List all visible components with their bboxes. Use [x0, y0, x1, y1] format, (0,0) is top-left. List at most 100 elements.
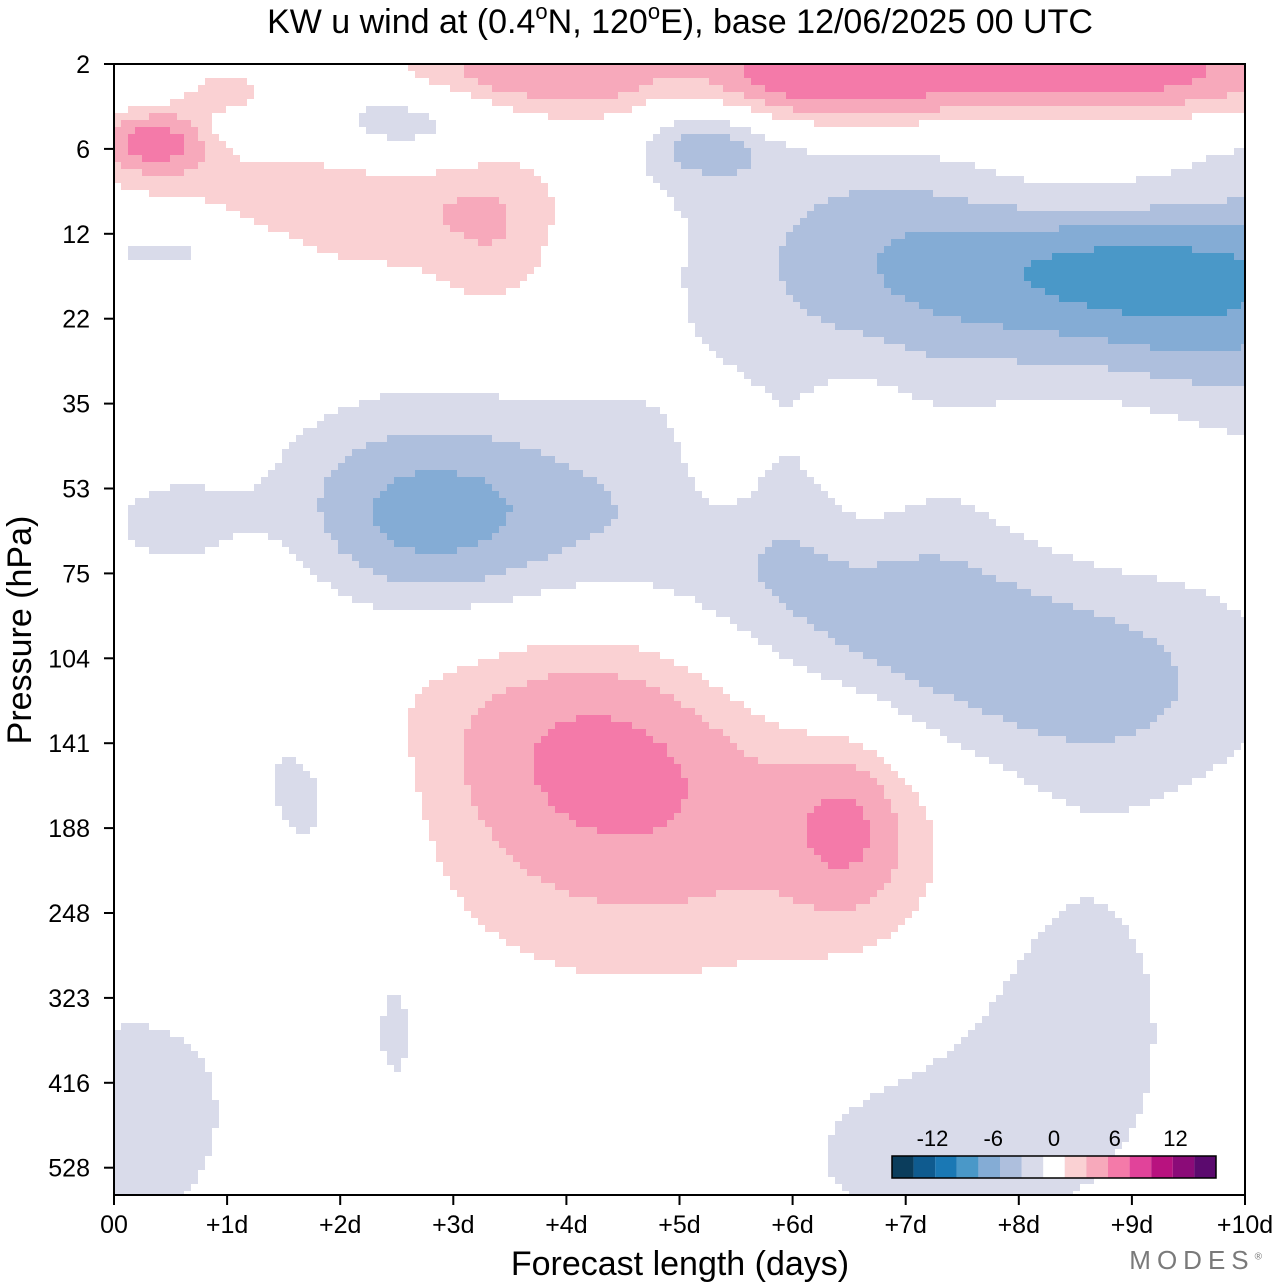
- contour-cell: [1045, 358, 1052, 365]
- contour-cell: [737, 169, 744, 176]
- contour-cell: [1017, 260, 1024, 267]
- contour-cell: [387, 400, 394, 407]
- contour-cell: [975, 64, 982, 71]
- contour-cell: [716, 127, 723, 134]
- contour-cell: [870, 288, 877, 295]
- contour-cell: [1080, 267, 1087, 274]
- contour-cell: [1185, 358, 1192, 365]
- contour-cell: [170, 176, 177, 183]
- contour-cell: [835, 239, 842, 246]
- contour-cell: [1080, 218, 1087, 225]
- contour-cell: [1136, 288, 1143, 295]
- contour-cell: [1003, 246, 1010, 253]
- contour-cell: [716, 71, 723, 78]
- contour-cell: [1234, 148, 1241, 155]
- contour-cell: [1003, 309, 1010, 316]
- contour-cell: [499, 190, 506, 197]
- contour-cell: [310, 190, 317, 197]
- contour-cell: [786, 267, 793, 274]
- contour-cell: [1024, 106, 1031, 113]
- contour-fill: [114, 64, 1245, 1195]
- contour-cell: [583, 414, 590, 421]
- contour-cell: [1073, 190, 1080, 197]
- contour-cell: [730, 162, 737, 169]
- contour-cell: [534, 218, 541, 225]
- contour-cell: [1199, 386, 1206, 393]
- contour-cell: [471, 204, 478, 211]
- contour-cell: [401, 232, 408, 239]
- contour-cell: [163, 134, 170, 141]
- contour-cell: [884, 316, 891, 323]
- contour-cell: [1241, 365, 1245, 372]
- contour-cell: [1073, 365, 1080, 372]
- contour-cell: [968, 190, 975, 197]
- contour-cell: [1024, 246, 1031, 253]
- contour-cell: [821, 71, 828, 78]
- contour-cell: [184, 141, 191, 148]
- contour-cell: [1108, 372, 1115, 379]
- contour-cell: [1213, 64, 1220, 71]
- contour-cell: [660, 449, 667, 456]
- contour-cell: [1129, 288, 1136, 295]
- contour-cell: [982, 85, 989, 92]
- contour-cell: [954, 99, 961, 106]
- contour-cell: [499, 85, 506, 92]
- contour-cell: [303, 204, 310, 211]
- contour-cell: [1115, 246, 1122, 253]
- contour-cell: [646, 162, 653, 169]
- contour-cell: [282, 190, 289, 197]
- contour-cell: [842, 78, 849, 85]
- contour-cell: [765, 288, 772, 295]
- contour-cell: [177, 148, 184, 155]
- contour-cell: [891, 162, 898, 169]
- contour-cell: [128, 176, 135, 183]
- contour-cell: [422, 211, 429, 218]
- contour-cell: [723, 148, 730, 155]
- contour-cell: [751, 309, 758, 316]
- contour-cell: [1234, 246, 1241, 253]
- contour-cell: [800, 99, 807, 106]
- contour-cell: [716, 169, 723, 176]
- contour-cell: [947, 197, 954, 204]
- contour-cell: [954, 372, 961, 379]
- contour-cell: [478, 435, 485, 442]
- contour-cell: [1199, 176, 1206, 183]
- contour-cell: [877, 365, 884, 372]
- contour-cell: [1003, 323, 1010, 330]
- contour-cell: [1178, 316, 1185, 323]
- contour-cell: [744, 309, 751, 316]
- contour-cell: [1059, 232, 1066, 239]
- contour-cell: [898, 267, 905, 274]
- contour-cell: [737, 281, 744, 288]
- contour-cell: [828, 274, 835, 281]
- contour-cell: [737, 225, 744, 232]
- contour-cell: [450, 176, 457, 183]
- contour-cell: [828, 309, 835, 316]
- contour-cell: [373, 400, 380, 407]
- contour-cell: [730, 155, 737, 162]
- contour-cell: [772, 267, 779, 274]
- contour-cell: [968, 239, 975, 246]
- contour-cell: [786, 344, 793, 351]
- contour-cell: [1157, 267, 1164, 274]
- contour-cell: [527, 246, 534, 253]
- contour-cell: [1199, 169, 1206, 176]
- contour-cell: [366, 197, 373, 204]
- contour-cell: [639, 428, 646, 435]
- contour-cell: [835, 85, 842, 92]
- contour-cell: [268, 162, 275, 169]
- contour-cell: [793, 351, 800, 358]
- contour-cell: [163, 127, 170, 134]
- contour-cell: [408, 393, 415, 400]
- contour-cell: [324, 211, 331, 218]
- contour-cell: [975, 260, 982, 267]
- contour-cell: [688, 190, 695, 197]
- contour-cell: [646, 64, 653, 71]
- contour-cell: [1115, 78, 1122, 85]
- contour-cell: [1101, 99, 1108, 106]
- contour-cell: [1059, 197, 1066, 204]
- contour-cell: [702, 246, 709, 253]
- contour-cell: [310, 456, 317, 463]
- contour-cell: [828, 162, 835, 169]
- contour-cell: [660, 85, 667, 92]
